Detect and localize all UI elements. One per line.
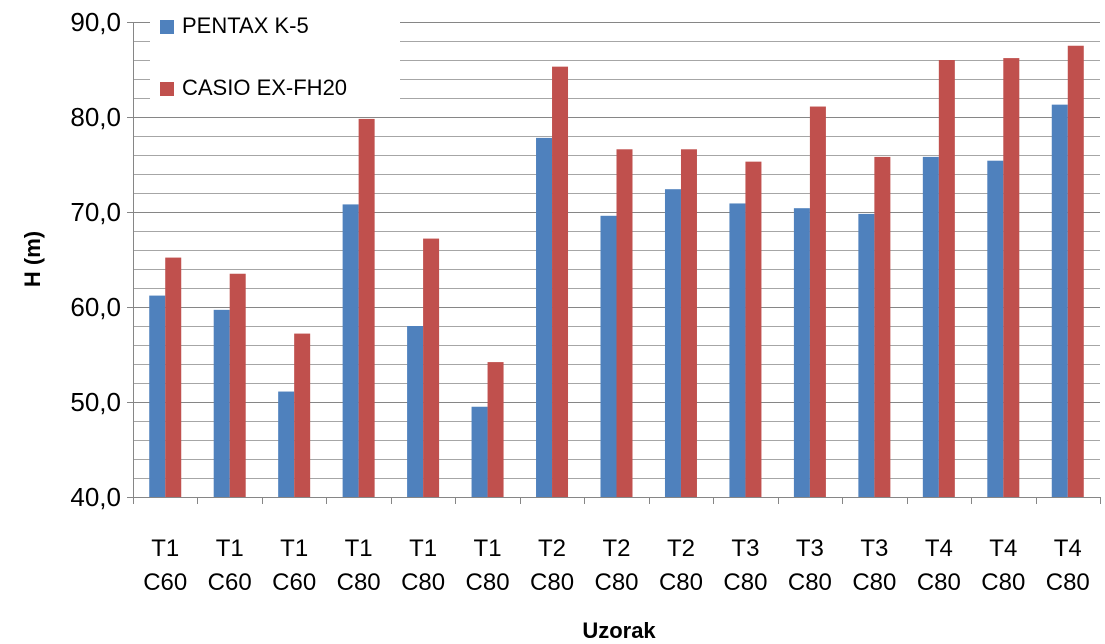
x-tick-label-line: T4: [1054, 535, 1082, 562]
bar-pentax: [342, 204, 359, 497]
legend-label: CASIO EX-FH20: [182, 75, 347, 100]
bar-casio: [294, 333, 311, 497]
bar-casio: [552, 66, 569, 498]
x-tick-label-line: T2: [602, 535, 630, 562]
x-tick-label-line: T2: [667, 535, 695, 562]
x-tick-label-line: T4: [925, 535, 953, 562]
x-tick-label-line: T3: [860, 535, 888, 562]
x-tick-label-line: C80: [1046, 569, 1090, 596]
x-tick-label: T1 C80: [466, 535, 510, 596]
x-tick-label-line: T3: [796, 535, 824, 562]
bar-casio: [680, 149, 697, 498]
bar-casio: [423, 238, 440, 497]
axes: [127, 22, 1101, 504]
x-tick-label: T1 C80: [401, 535, 445, 596]
x-tick-label-line: T1: [345, 535, 373, 562]
x-tick-label: T1 C60: [143, 535, 187, 596]
x-tick-label-line: C60: [208, 569, 252, 596]
x-tick-label: T1 C60: [272, 535, 316, 596]
x-tick-label-line: C80: [723, 569, 767, 596]
bar-casio: [487, 362, 504, 497]
bar-pentax: [858, 213, 875, 497]
x-tick-label: T2 C80: [594, 535, 638, 596]
bar-casio: [874, 156, 891, 497]
x-tick-label-line: C80: [594, 569, 638, 596]
x-tick-label-line: C60: [143, 569, 187, 596]
bar-casio: [229, 273, 246, 497]
bar-casio: [809, 106, 826, 498]
x-tick-label-line: C80: [788, 569, 832, 596]
bar-casio: [938, 60, 955, 497]
bar-pentax: [600, 215, 617, 498]
x-tick-label: T3 C80: [723, 535, 767, 596]
x-tick-label: T4 C80: [981, 535, 1025, 596]
bar-pentax: [922, 156, 939, 497]
x-tick-label-line: T1: [474, 535, 502, 562]
x-tick-label-line: T4: [989, 535, 1017, 562]
x-tick-label-line: C80: [659, 569, 703, 596]
x-tick-label-line: T1: [409, 535, 437, 562]
bar-pentax: [471, 406, 488, 497]
x-tick-label-line: C60: [272, 569, 316, 596]
legend-swatch: [160, 82, 174, 96]
bar-pentax: [729, 203, 746, 497]
bar-pentax: [149, 295, 166, 497]
x-tick-label: T2 C80: [659, 535, 703, 596]
bars: [149, 45, 1084, 498]
x-tick-label: T1 C80: [337, 535, 381, 596]
x-tick-label-line: T2: [538, 535, 566, 562]
x-tick-label-line: C80: [852, 569, 896, 596]
legend: PENTAX K-5 CASIO EX-FH20: [150, 12, 400, 112]
y-tick-label: 90,0: [70, 7, 121, 37]
x-tick-label-line: C80: [981, 569, 1025, 596]
y-tick-labels: 40,0 50,0 60,0 70,0 80,0 90,0: [70, 7, 121, 512]
x-tick-label-line: C80: [530, 569, 574, 596]
bar-pentax: [987, 160, 1004, 497]
y-tick-label: 40,0: [70, 482, 121, 512]
x-tick-label-line: C80: [917, 569, 961, 596]
x-tick-label-line: T1: [280, 535, 308, 562]
y-tick-label: 60,0: [70, 292, 121, 322]
x-tick-label-line: C80: [337, 569, 381, 596]
bar-casio: [745, 161, 762, 497]
x-tick-label: T2 C80: [530, 535, 574, 596]
y-tick-label: 50,0: [70, 387, 121, 417]
x-tick-label: T3 C80: [852, 535, 896, 596]
legend-label: PENTAX K-5: [182, 13, 309, 38]
x-tick-label: T4 C80: [1046, 535, 1090, 596]
x-tick-label: T4 C80: [917, 535, 961, 596]
y-axis-label: H (m): [20, 231, 45, 287]
x-tick-label-line: T1: [151, 535, 179, 562]
x-tick-label-line: T1: [216, 535, 244, 562]
bar-casio: [165, 257, 182, 497]
bar-pentax: [278, 391, 295, 497]
bar-casio: [1003, 58, 1020, 497]
bar-pentax: [213, 309, 230, 497]
x-tick-label-line: C80: [401, 569, 445, 596]
bar-casio: [358, 118, 375, 498]
x-tick-label-line: C80: [466, 569, 510, 596]
bar-pentax: [664, 189, 681, 497]
x-axis-label: Uzorak: [582, 618, 656, 643]
bar-pentax: [536, 137, 553, 497]
bar-casio: [1067, 45, 1084, 497]
legend-swatch: [160, 20, 174, 34]
x-tick-label: T3 C80: [788, 535, 832, 596]
bar-pentax: [1051, 104, 1068, 498]
bar-pentax: [793, 208, 810, 497]
legend-background: [150, 12, 400, 112]
y-tick-label: 80,0: [70, 102, 121, 132]
x-tick-label-line: T3: [731, 535, 759, 562]
bar-casio: [616, 149, 633, 498]
x-tick-label: T1 C60: [208, 535, 252, 596]
bar-pentax: [407, 326, 424, 497]
y-tick-label: 70,0: [70, 197, 121, 227]
